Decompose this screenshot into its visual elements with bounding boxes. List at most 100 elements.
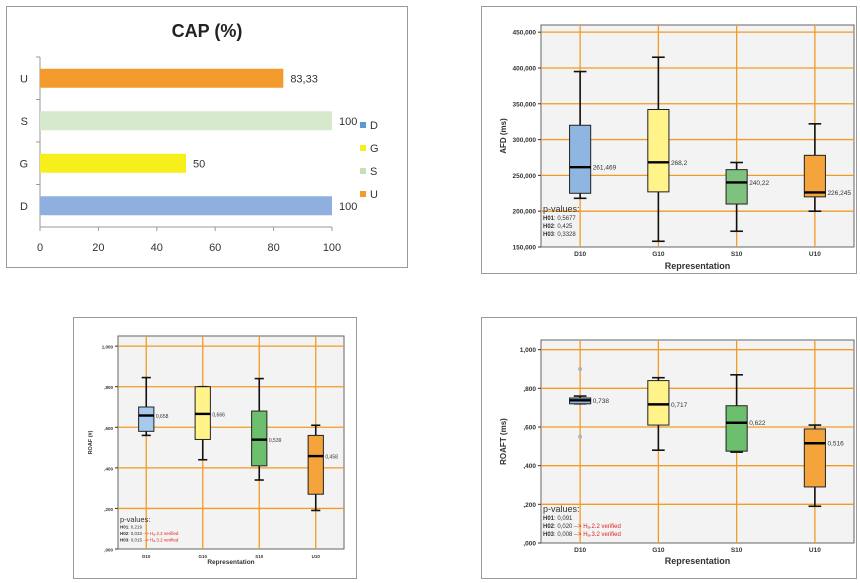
roaf-chart-panel: ,000 ,200 ,400 ,600 ,800 1,000 0,658 D10 0,666 G1… (73, 317, 357, 579)
data-label: 83,33 (290, 73, 318, 85)
y-tick-label: ,000 (104, 548, 113, 553)
x-axis-label: Representation (207, 559, 254, 566)
y-tick-label: ,600 (104, 426, 113, 431)
x-tick-label: S10 (731, 251, 743, 258)
x-tick-label: 20 (92, 242, 104, 254)
y-axis-label: ROAFT (ms) (499, 418, 508, 465)
y-tick-label: 450,000 (513, 30, 537, 37)
pvalues-title: p-values: (543, 504, 580, 514)
x-tick-label: U10 (312, 554, 321, 559)
legend-label: S (370, 166, 377, 178)
x-tick-label: D10 (574, 547, 586, 554)
median-label: 0,458 (325, 455, 338, 461)
pvalue-line: H02: 0,020 --> Hₐ.2.2 verified (543, 524, 621, 530)
legend-swatch-S (360, 168, 366, 174)
x-tick-label: S10 (731, 547, 743, 554)
pvalue-line: H03: 0,015 --> Hₐ.3.2 verified (120, 538, 179, 543)
cap-chart-panel: CAP (%) U 83,33 S 100 G 50 D 100 0 20 40 60 80 100 D G S U (6, 6, 408, 268)
plot-area (117, 335, 345, 550)
x-axis-label: Representation (665, 556, 731, 566)
data-label: 100 (339, 116, 357, 128)
y-tick-label: ,800 (523, 386, 536, 393)
bar-D (40, 196, 332, 216)
median-label: 0,622 (749, 420, 766, 427)
median-label: 0,738 (593, 398, 610, 405)
roaf-boxplot-chart: ,000 ,200 ,400 ,600 ,800 1,000 0,658 D10 0,666 G1… (88, 335, 345, 566)
bar-U (40, 68, 284, 88)
pvalue-line: H02: 0,033 --> Hₐ.2.2 verified (120, 531, 179, 536)
x-tick-label: 60 (209, 242, 221, 254)
median-label: 226,245 (827, 190, 851, 197)
x-tick-label: U10 (809, 251, 821, 258)
y-tick-label: 400,000 (513, 65, 537, 72)
box-D10 (138, 406, 155, 432)
legend-label: U (370, 189, 378, 201)
y-tick-label: U (20, 73, 28, 85)
legend-swatch-G (360, 145, 366, 151)
y-tick-label: 200,000 (513, 209, 537, 216)
pvalue-line: H03: 0,008 --> Hₐ.3.2 verified (543, 532, 621, 538)
median-label: 0,717 (671, 402, 688, 409)
y-tick-label: ,400 (523, 463, 536, 470)
outlier-point (578, 434, 583, 439)
x-tick-label: 80 (267, 242, 279, 254)
y-tick-label: ,800 (104, 385, 113, 390)
legend-swatch-D (360, 122, 366, 128)
y-tick-label: 250,000 (513, 173, 537, 180)
median-label: 240,22 (749, 180, 769, 187)
chart-title: CAP (%) (172, 21, 243, 41)
pvalue-line: H01: 0,091 (543, 516, 573, 522)
box-S10 (725, 405, 748, 452)
median-label: 0,539 (269, 438, 282, 444)
box-U10 (803, 428, 826, 488)
x-tick-label: S10 (255, 554, 264, 559)
x-axis-label: Representation (665, 261, 731, 271)
median-label: 261,469 (593, 165, 617, 172)
box-S10 (251, 410, 268, 467)
box-D10 (569, 124, 592, 194)
y-tick-label: 1,000 (520, 347, 537, 354)
afd-boxplot-chart: 150,000 200,000 250,000 300,000 350,000 400,0… (499, 24, 855, 271)
y-tick-label: ,200 (104, 507, 113, 512)
y-tick-label: S (21, 116, 28, 128)
x-tick-label: G10 (198, 554, 207, 559)
x-tick-label: U10 (809, 547, 821, 554)
plot-area (540, 24, 855, 248)
x-tick-label: 0 (37, 242, 43, 254)
y-tick-label: 350,000 (513, 101, 537, 108)
y-tick-label: D (20, 201, 28, 213)
pvalue-line: H03: 0,3328 (543, 232, 576, 238)
y-tick-label: ,200 (523, 502, 536, 509)
legend-swatch-U (360, 191, 366, 197)
data-label: 50 (193, 158, 205, 170)
x-tick-label: G10 (652, 547, 665, 554)
y-tick-label: 150,000 (513, 245, 537, 252)
x-tick-label: 40 (151, 242, 163, 254)
pvalues-title: p-values: (120, 515, 150, 524)
afd-chart-panel: 150,000 200,000 250,000 300,000 350,000 400,0… (481, 6, 857, 274)
y-axis-label: AFD (ms) (499, 118, 508, 154)
y-tick-label: ,600 (523, 425, 536, 432)
box-G10 (647, 380, 670, 426)
x-tick-label: 100 (323, 242, 341, 254)
box-U10 (803, 154, 826, 198)
x-tick-label: G10 (652, 251, 665, 258)
median-label: 0,658 (156, 414, 169, 420)
bar-S (40, 111, 332, 131)
plot-area (540, 339, 855, 544)
legend-label: D (370, 120, 378, 132)
median-label: 0,666 (212, 412, 225, 418)
legend-label: G (370, 143, 379, 155)
box-G10 (647, 109, 670, 193)
box-U10 (307, 434, 324, 495)
roaft-boxplot-chart: ,000 ,200 ,400 ,600 ,800 1,000 0,738 D10 0,717 G1… (499, 339, 855, 566)
median-label: 268,2 (671, 160, 688, 167)
median-label: 0,516 (827, 441, 844, 448)
y-tick-label: G (19, 158, 28, 170)
y-tick-label: 1,000 (102, 345, 114, 350)
outlier-point (578, 367, 583, 371)
bar-G (40, 153, 186, 173)
pvalue-line: H01: 0,219 (120, 525, 143, 530)
pvalues-title: p-values: (543, 204, 580, 214)
